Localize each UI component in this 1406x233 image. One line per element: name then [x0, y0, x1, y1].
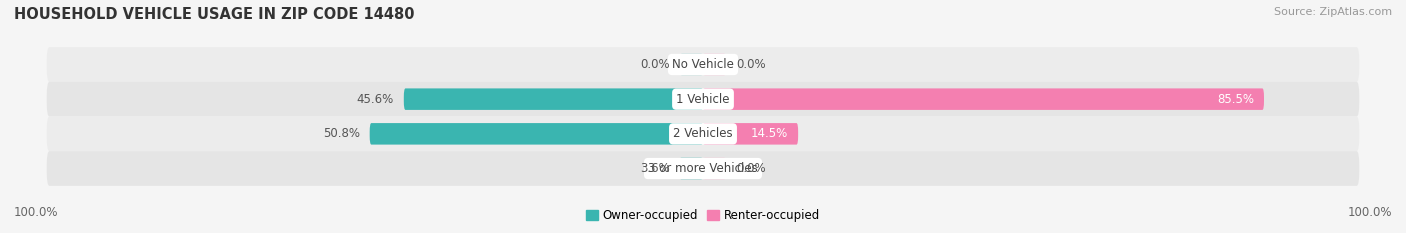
FancyBboxPatch shape — [46, 47, 1360, 82]
Legend: Owner-occupied, Renter-occupied: Owner-occupied, Renter-occupied — [581, 205, 825, 227]
FancyBboxPatch shape — [46, 151, 1360, 186]
Text: 1 Vehicle: 1 Vehicle — [676, 93, 730, 106]
Text: 0.0%: 0.0% — [735, 58, 765, 71]
FancyBboxPatch shape — [46, 116, 1360, 151]
FancyBboxPatch shape — [681, 54, 703, 75]
Text: 14.5%: 14.5% — [751, 127, 789, 140]
Text: 2 Vehicles: 2 Vehicles — [673, 127, 733, 140]
Text: 100.0%: 100.0% — [14, 206, 59, 219]
FancyBboxPatch shape — [703, 158, 725, 179]
Text: 3.6%: 3.6% — [640, 162, 669, 175]
FancyBboxPatch shape — [703, 54, 725, 75]
Text: 100.0%: 100.0% — [1347, 206, 1392, 219]
Text: 3 or more Vehicles: 3 or more Vehicles — [648, 162, 758, 175]
Text: No Vehicle: No Vehicle — [672, 58, 734, 71]
Text: 0.0%: 0.0% — [641, 58, 671, 71]
FancyBboxPatch shape — [46, 82, 1360, 116]
FancyBboxPatch shape — [404, 88, 703, 110]
FancyBboxPatch shape — [703, 123, 799, 145]
Text: HOUSEHOLD VEHICLE USAGE IN ZIP CODE 14480: HOUSEHOLD VEHICLE USAGE IN ZIP CODE 1448… — [14, 7, 415, 22]
Text: 50.8%: 50.8% — [323, 127, 360, 140]
Text: Source: ZipAtlas.com: Source: ZipAtlas.com — [1274, 7, 1392, 17]
Text: 45.6%: 45.6% — [357, 93, 394, 106]
FancyBboxPatch shape — [703, 88, 1264, 110]
Text: 0.0%: 0.0% — [735, 162, 765, 175]
Text: 85.5%: 85.5% — [1218, 93, 1254, 106]
FancyBboxPatch shape — [370, 123, 703, 145]
FancyBboxPatch shape — [679, 158, 703, 179]
